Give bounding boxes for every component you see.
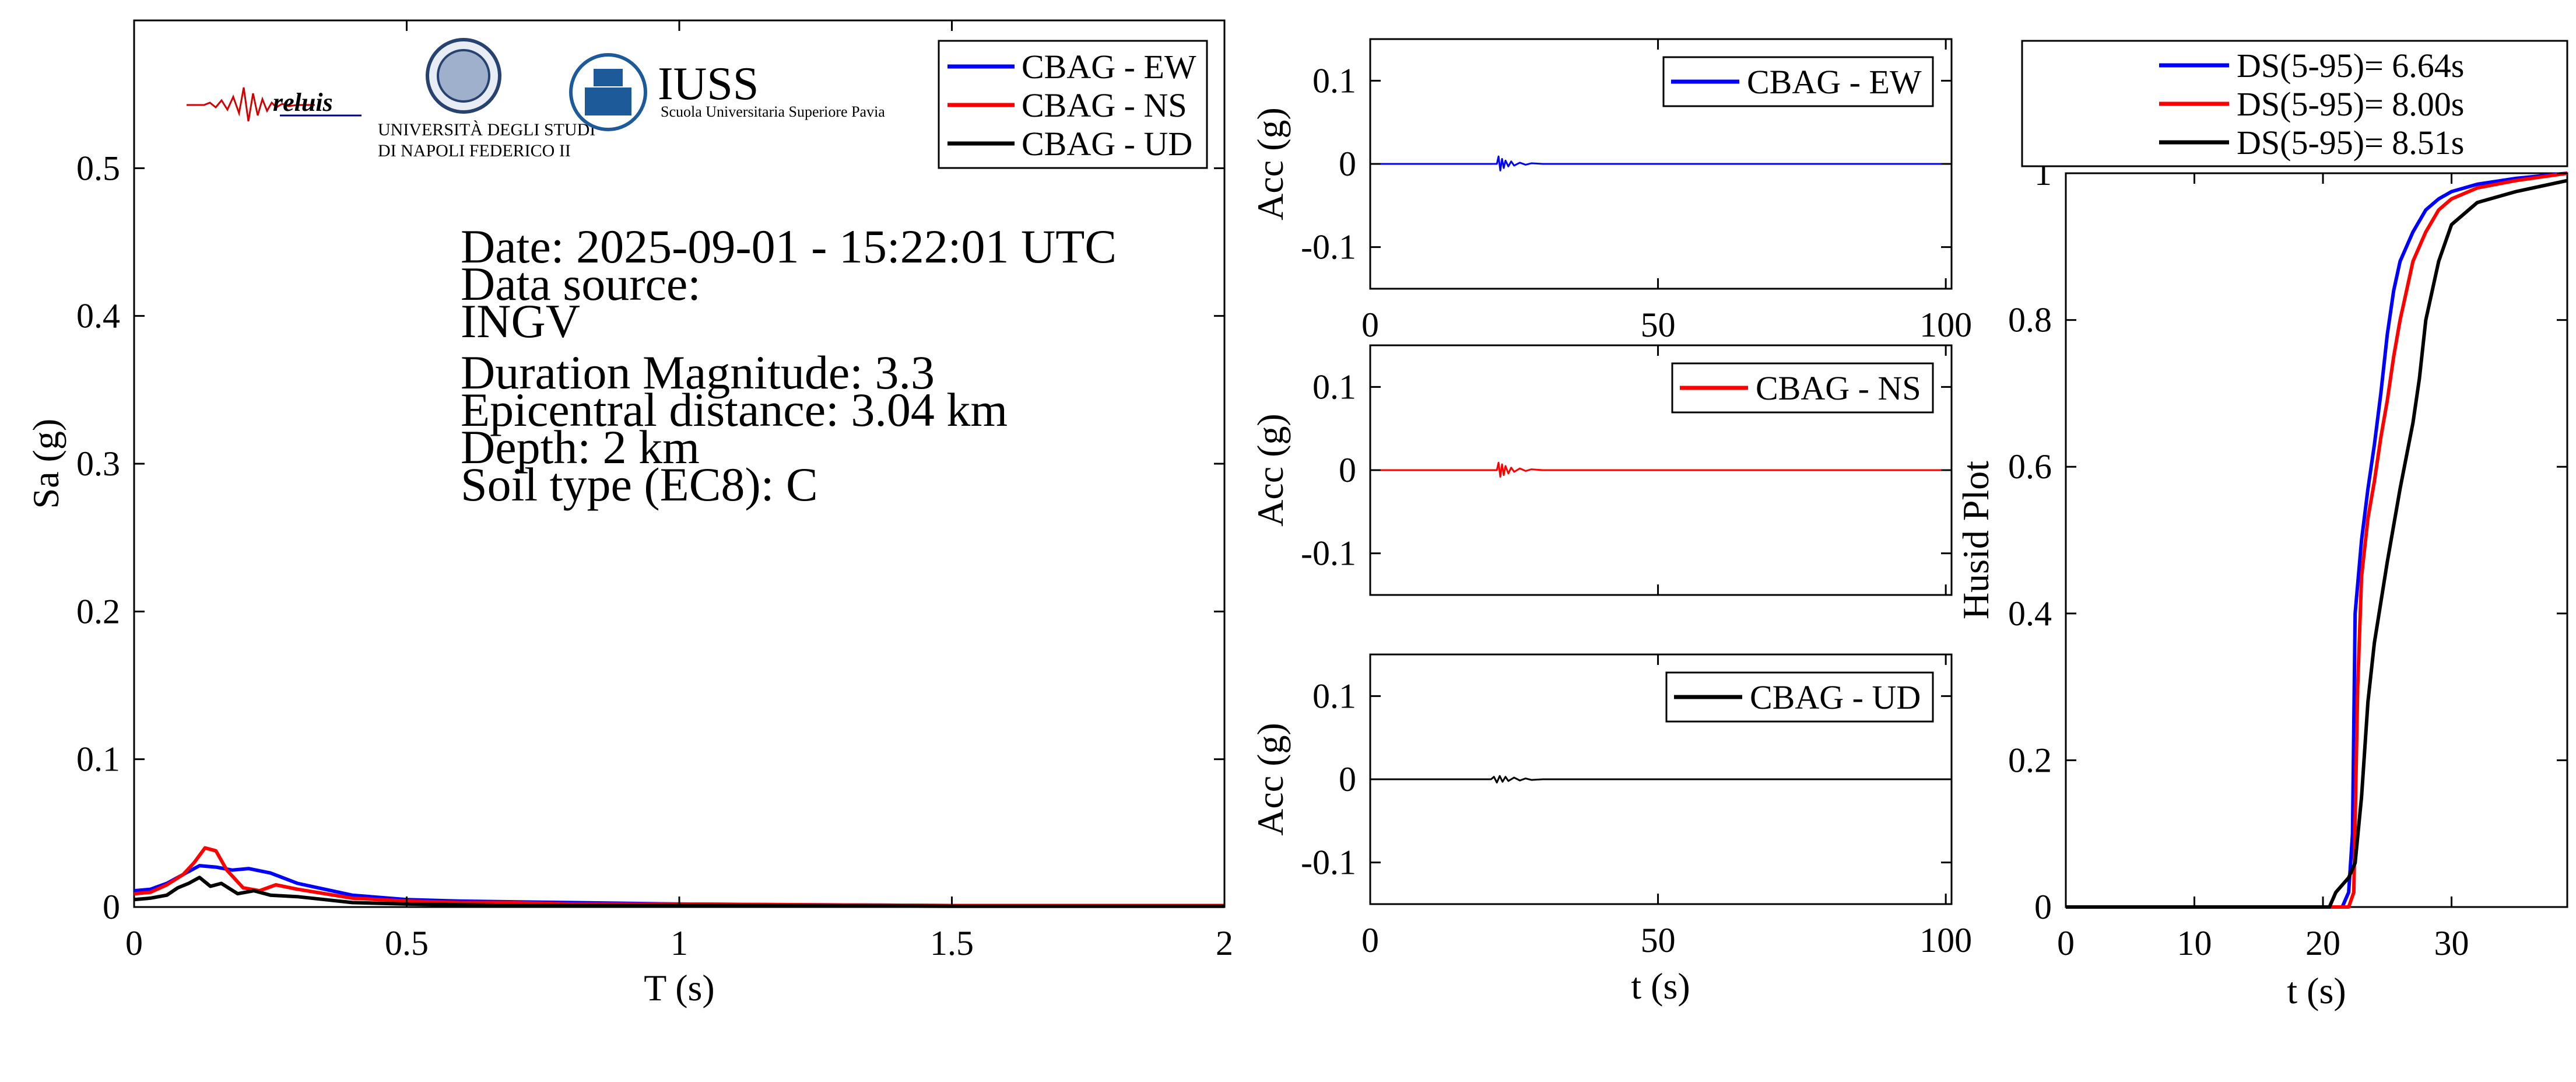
unina-name-line2: DI NAPOLI FEDERICO II <box>378 141 571 160</box>
husid-series-ew <box>2066 171 2568 909</box>
accel-ns-legend: CBAG - NS <box>1671 362 1934 414</box>
spectra-legend-label-ud: CBAG - UD <box>1022 125 1192 163</box>
iuss-subtitle: Scuola Universitaria Superiore Pavia <box>661 103 885 120</box>
accel-ew-legend: CBAG - EW <box>1662 56 1934 107</box>
husid-series-ns <box>2066 171 2568 909</box>
husid-series-ud <box>2066 178 2568 909</box>
spectra-y-tick-label: 0 <box>103 888 120 926</box>
iuss-logo: IUSS Scuola Universitaria Superiore Pavi… <box>569 53 885 131</box>
unina-seal-inner <box>437 49 490 103</box>
accel-ew-x-tick-label: 0 <box>1361 306 1379 344</box>
accel-ud-series-ud <box>1370 775 1952 784</box>
accel-ud-y-axis-label: Acc (g) <box>1250 723 1291 836</box>
spectra-series-ud <box>134 876 1224 908</box>
husid-plot-frame <box>2065 172 2568 908</box>
accel-ns-y-tick-label: 0.1 <box>1312 367 1356 406</box>
accel-ew-y-axis-label: Acc (g) <box>1250 107 1291 220</box>
husid-y-tick-label: 0.2 <box>2008 741 2052 779</box>
spectra-x-tick-label: 0 <box>125 924 143 962</box>
spectra-legend-label-ns: CBAG - NS <box>1022 86 1187 124</box>
accel-ud-x-tick-label: 100 <box>1919 921 1972 960</box>
spectra-panel: 0 0.5 1 1.5 2 0 0.1 0.2 0.3 0.4 0.5 T (s) Sa (g) r… <box>25 19 1233 1009</box>
spectra-x-tick-label: 0.5 <box>385 924 429 962</box>
unina-name-line1: UNIVERSITÀ DEGLI STUDI <box>378 120 595 139</box>
accel-ud-x-tick-label: 0 <box>1361 921 1379 960</box>
spectra-x-tick-label: 1 <box>671 924 688 962</box>
spectra-y-tick-label: 0.4 <box>76 297 120 335</box>
husid-legend: DS(5-95)= 6.64s DS(5-95)= 8.00s DS(5-95)… <box>2021 40 2568 167</box>
accel-ud-legend-label: CBAG - UD <box>1750 678 1921 716</box>
spectra-y-tick-label: 0.1 <box>76 740 120 779</box>
husid-x-tick-label: 10 <box>2177 924 2212 962</box>
accel-ud-y-tick-label: -0.1 <box>1301 843 1356 882</box>
spectra-series-ns <box>134 846 1224 908</box>
husid-x-tick-label: 20 <box>2305 924 2340 962</box>
accel-ew-x-tick-label: 100 <box>1919 306 1972 344</box>
accel-ns-y-tick-label: 0 <box>1339 451 1356 489</box>
accel-ud-panel: 0 50 100-0.100.1 t (s) Acc (g) CBAG - UD <box>1250 653 1972 1007</box>
accel-ew-panel: 0 50 100 -0.1 0 0.1 Acc (g) CBAG - EW <box>1250 38 1972 344</box>
accel-ew-y-tick-label: -0.1 <box>1301 228 1356 267</box>
husid-legend-label-ew: DS(5-95)= 6.64s <box>2237 47 2464 85</box>
unina-logo: UNIVERSITÀ DEGLI STUDI DI NAPOLI FEDERIC… <box>378 38 595 160</box>
soil-type: Soil type (EC8): C <box>461 458 818 511</box>
reluis-logo: reluis <box>187 87 362 122</box>
accel-ud-y-tick-label: 0 <box>1339 760 1356 799</box>
spectra-y-tick-label: 0.5 <box>76 149 120 187</box>
accel-ud-y-tick-label: 0.1 <box>1312 677 1356 715</box>
accel-ew-legend-label: CBAG - EW <box>1747 63 1922 101</box>
iuss-emblem-building <box>585 87 631 115</box>
husid-legend-box <box>2021 40 2568 167</box>
accel-ns-y-tick-label: -0.1 <box>1301 534 1356 573</box>
accel-ns-y-axis-label: Acc (g) <box>1250 414 1291 527</box>
husid-y-tick-label: 0.6 <box>2008 447 2052 486</box>
spectra-legend-label-ew: CBAG - EW <box>1022 48 1196 86</box>
accel-ew-y-tick-label: 0 <box>1339 145 1356 183</box>
event-info: Date: 2025-09-01 - 15:22:01 UTC Data sou… <box>461 220 1117 511</box>
accel-ew-y-tick-label: 0.1 <box>1312 61 1356 100</box>
spectra-y-axis-label: Sa (g) <box>25 419 66 509</box>
accel-ud-x-axis-label: t (s) <box>1631 965 1690 1007</box>
husid-legend-label-ud: DS(5-95)= 8.51s <box>2237 124 2464 162</box>
spectra-legend: CBAG - EW CBAG - NS CBAG - UD <box>938 40 1208 169</box>
husid-x-tick-label: 0 <box>2057 924 2075 962</box>
husid-y-tick-label: 0.8 <box>2008 301 2052 339</box>
iuss-title: IUSS <box>658 58 759 110</box>
accel-ns-panel: -0.1 0 0.1 Acc (g) CBAG - NS <box>1250 344 1953 596</box>
accel-ns-series-ns <box>1370 461 1952 478</box>
reluis-logo-text: reluis <box>273 88 333 117</box>
husid-y-tick-label: 0.4 <box>2008 594 2052 633</box>
husid-y-tick-label: 0 <box>2034 888 2052 926</box>
reluis-waveform-mark <box>187 87 315 122</box>
epicentral-distance: Epicentral distance: 3.04 km <box>461 383 1008 436</box>
accel-ns-legend-label: CBAG - NS <box>1756 369 1921 407</box>
data-source-value: INGV <box>461 295 580 348</box>
husid-x-tick-label: 30 <box>2434 924 2469 962</box>
event-date: Date: 2025-09-01 - 15:22:01 UTC <box>461 220 1117 273</box>
accel-ud-x-tick-label: 50 <box>1641 921 1676 960</box>
accel-ud-legend: CBAG - UD <box>1665 671 1934 723</box>
husid-y-axis-label: Husid Plot <box>1955 461 1996 619</box>
event-depth: Depth: 2 km <box>461 421 700 474</box>
husid-legend-label-ns: DS(5-95)= 8.00s <box>2237 85 2464 123</box>
accel-ew-x-tick-label: 50 <box>1641 306 1676 344</box>
accel-ew-series-ew <box>1370 155 1952 171</box>
spectra-y-tick-label: 0.2 <box>76 592 120 631</box>
husid-x-axis-label: t (s) <box>2287 970 2346 1011</box>
iuss-emblem-roof <box>594 69 623 86</box>
duration-magnitude: Duration Magnitude: 3.3 <box>461 346 935 399</box>
data-source-label: Data source: <box>461 257 701 310</box>
spectra-x-tick-label: 1.5 <box>930 924 974 962</box>
spectra-x-tick-label: 2 <box>1216 924 1233 962</box>
spectra-x-axis-label: T (s) <box>644 967 714 1009</box>
spectra-y-tick-label: 0.3 <box>76 444 120 483</box>
